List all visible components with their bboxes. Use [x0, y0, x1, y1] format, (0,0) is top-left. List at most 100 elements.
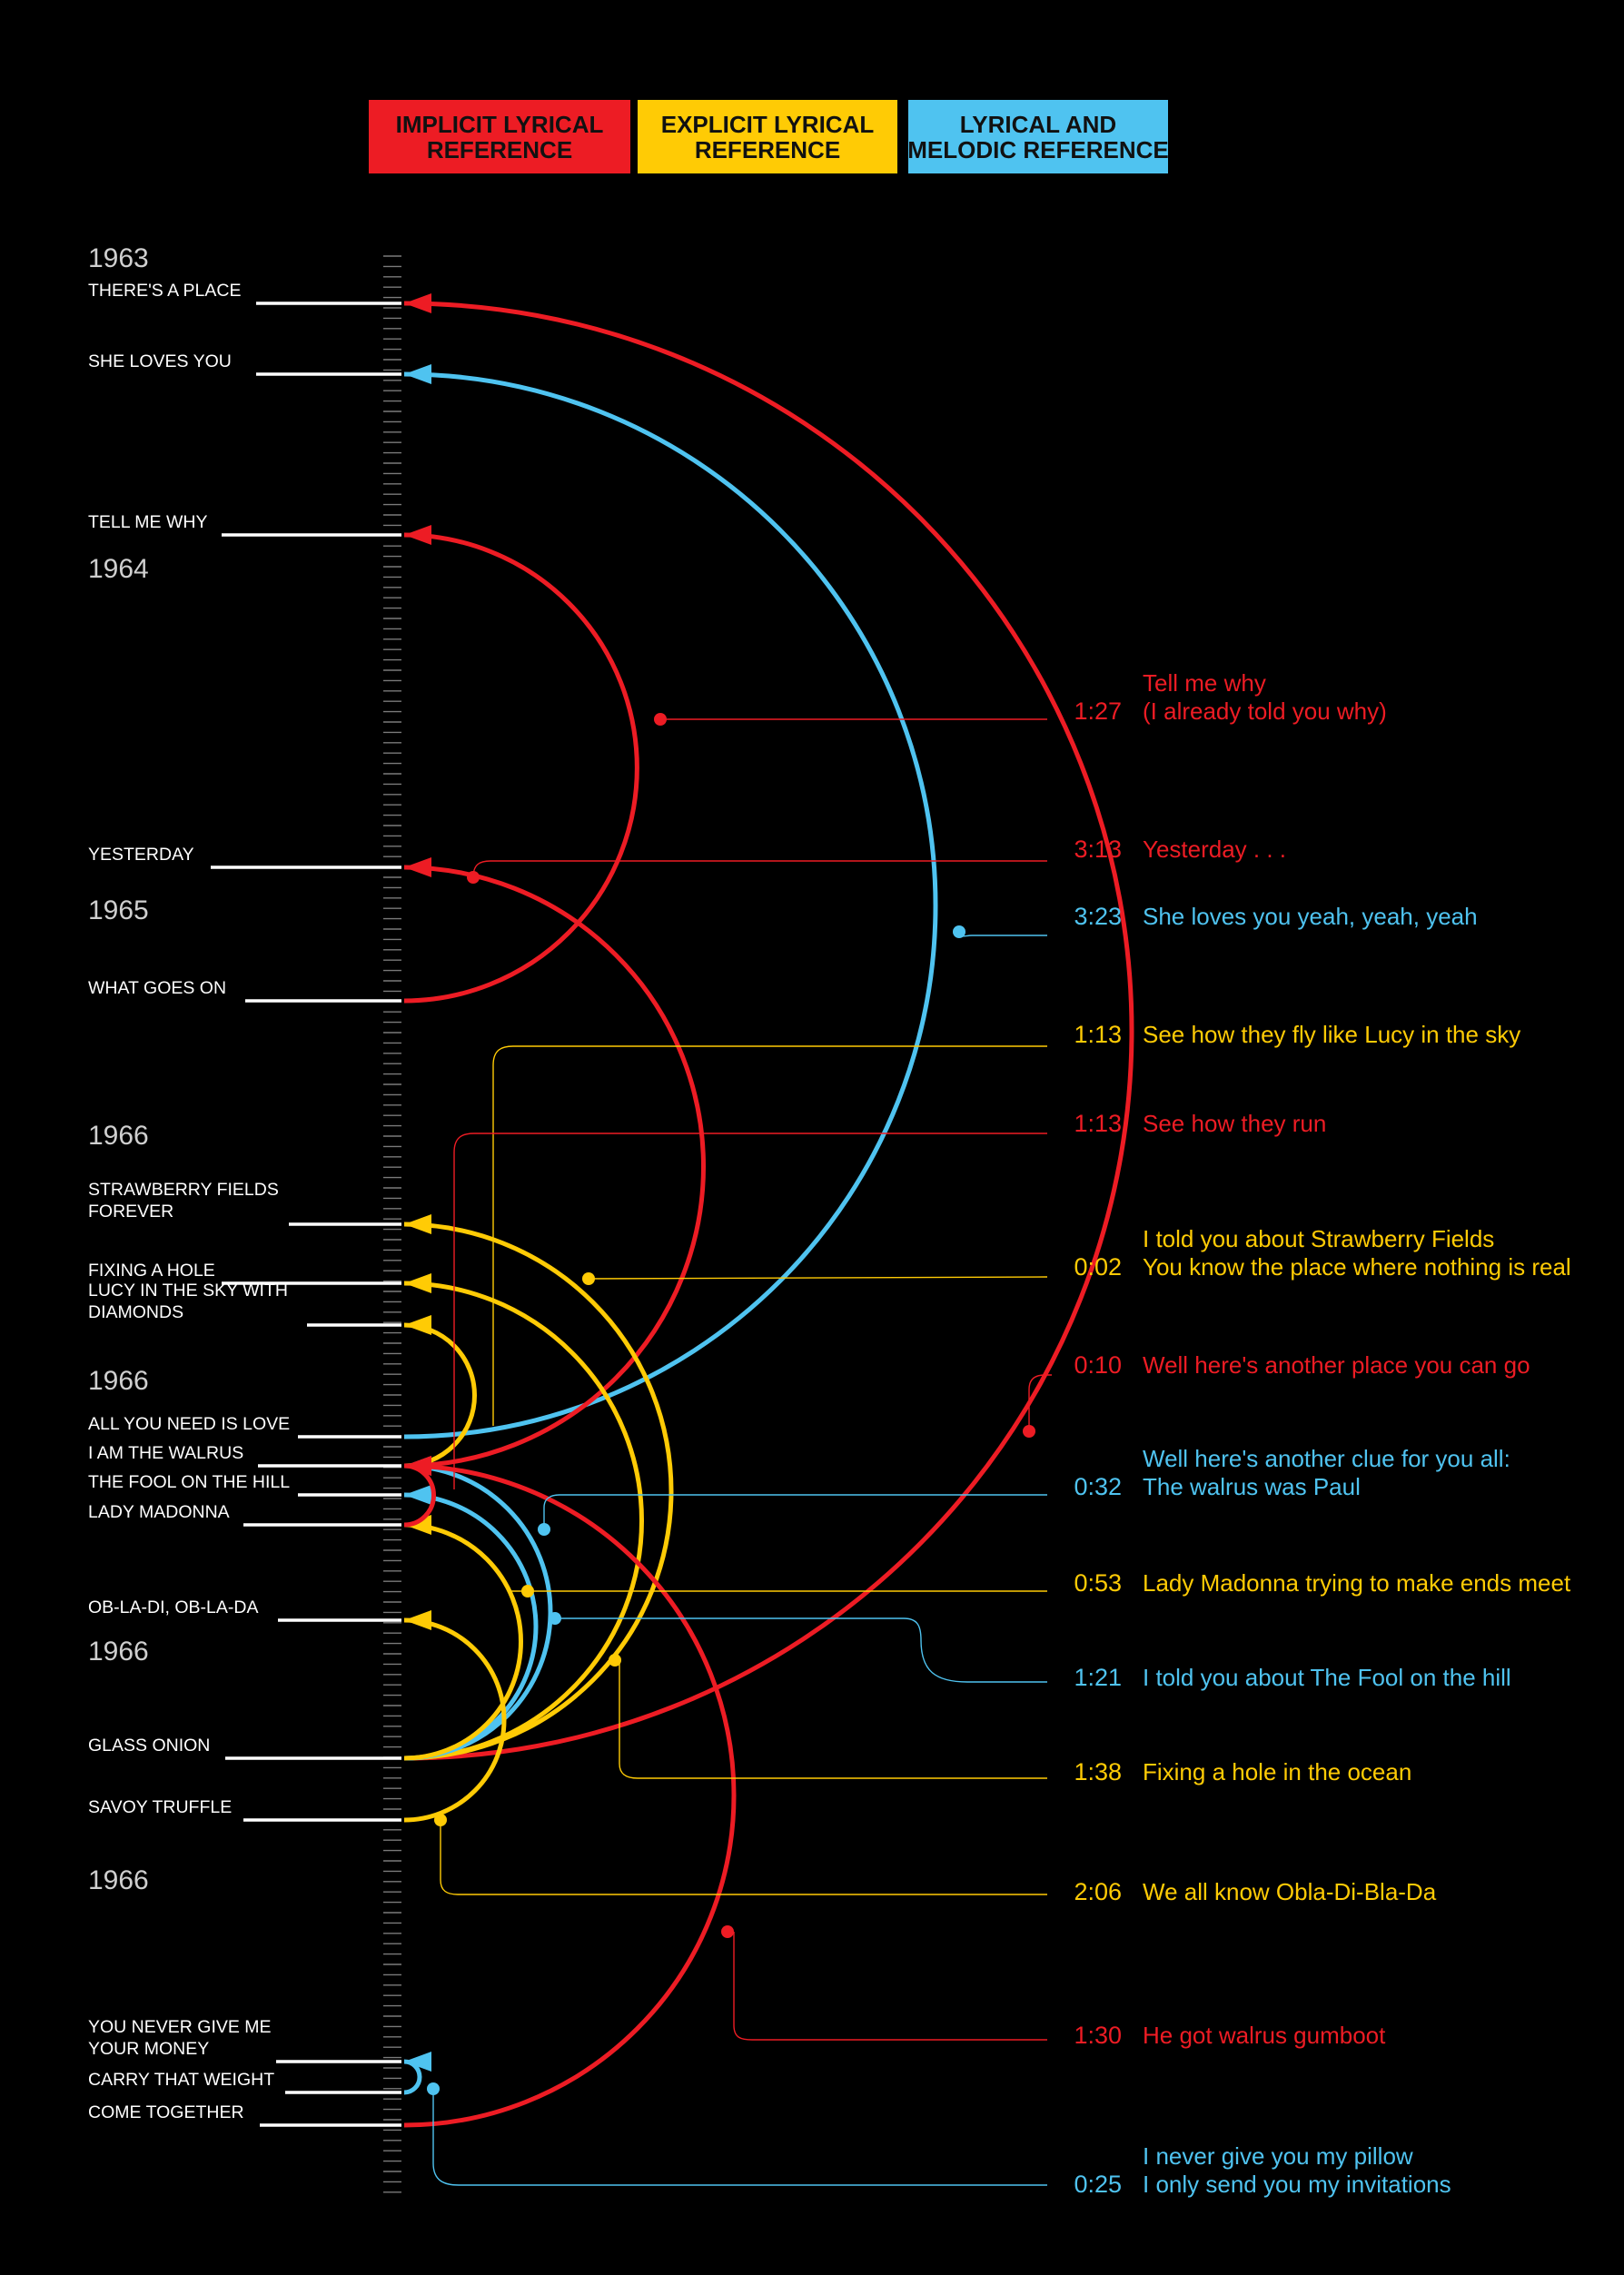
legend-label: REFERENCE — [427, 136, 572, 163]
arc-savoy-truffle-to-ob-la-di — [403, 1610, 507, 1823]
leader-she-loves-you — [953, 925, 1047, 938]
legend-label: LYRICAL AND — [960, 111, 1116, 138]
reference-leader-lines — [427, 713, 1052, 2186]
leader-line — [733, 1932, 1047, 2041]
leader-line — [472, 860, 1047, 878]
song-label: ALL YOU NEED IS LOVE — [88, 1414, 290, 1434]
song-label: I AM THE WALRUS — [88, 1443, 243, 1463]
song-label: GLASS ONION — [88, 1736, 210, 1756]
leader-line — [958, 931, 1047, 937]
arc-arrowhead — [404, 1456, 431, 1476]
song-label: OB-LA-DI, OB-LA-DA — [88, 1597, 258, 1617]
year-label: 1964 — [88, 554, 149, 584]
song-all-you-need-is-love: ALL YOU NEED IS LOVE — [88, 1414, 401, 1439]
arc-path — [403, 1463, 737, 2128]
song-label: FOREVER — [88, 1202, 173, 1222]
arc-path — [403, 1463, 553, 1761]
reference-fixing-a-hole-ref: 1:38 Fixing a hole in the ocean — [1074, 1758, 1411, 1785]
leader-lady-madonna — [509, 1585, 1047, 1597]
reference-lyric: She loves you yeah, yeah, yeah — [1143, 903, 1478, 930]
arc-path — [403, 1322, 477, 1469]
reference-timestamp: 0:02 — [1074, 1253, 1122, 1281]
reference-timestamp: 1:21 — [1074, 1664, 1122, 1691]
song-what-goes-on: WHAT GOES ON — [88, 978, 401, 1003]
song-label: SHE LOVES YOU — [88, 351, 232, 371]
arc-arrowhead — [404, 857, 431, 877]
arc-arrowhead — [404, 2052, 431, 2072]
song-labels: THERE'S A PLACE SHE LOVES YOU TELL ME WHY Y… — [88, 281, 401, 2127]
song-label: TELL ME WHY — [88, 512, 207, 532]
song-she-loves-you: SHE LOVES YOU — [88, 351, 401, 376]
leader-dot — [654, 713, 667, 726]
reference-lyric: I only send you my invitations — [1143, 2171, 1451, 2198]
leader-see-how-they-run — [453, 1133, 1047, 1489]
reference-lyric: We all know Obla-Di-Bla-Da — [1143, 1878, 1437, 1905]
reference-strawberry-ref: 0:02 I told you about Strawberry FieldsYo… — [1074, 1225, 1570, 1281]
reference-timestamp: 0:53 — [1074, 1569, 1122, 1597]
song-glass-onion: GLASS ONION — [88, 1736, 401, 1760]
song-yesterday: YESTERDAY — [88, 845, 401, 869]
leader-line — [432, 2089, 1047, 2186]
leader-line — [440, 1820, 1047, 1895]
reference-lucy-ref: 1:13 See how they fly like Lucy in the sk… — [1074, 1021, 1520, 1048]
leader-dot — [549, 1612, 561, 1625]
song-label: THERE'S A PLACE — [88, 281, 241, 301]
leader-line — [543, 1494, 1047, 1529]
arc-what-goes-on-to-tell-me-why — [403, 525, 639, 1004]
leader-pillow — [427, 2082, 1047, 2186]
reference-timestamp: 0:25 — [1074, 2171, 1122, 2198]
reference-timestamp: 1:38 — [1074, 1758, 1122, 1785]
reference-lyric: Lady Madonna trying to make ends meet — [1143, 1569, 1571, 1597]
song-label: SAVOY TRUFFLE — [88, 1797, 232, 1817]
song-label: STRAWBERRY FIELDS — [88, 1180, 279, 1200]
arc-arrowhead — [404, 1214, 431, 1234]
reference-see-how-they-run-ref: 1:13 See how they run — [1074, 1110, 1326, 1137]
reference-lyric: See how they run — [1143, 1110, 1326, 1137]
reference-yesterday-ref: 3:13 Yesterday . . . — [1074, 836, 1286, 863]
leader-dot — [721, 1925, 734, 1938]
reference-she-loves-you-ref: 3:23 She loves you yeah, yeah, yeah — [1074, 903, 1477, 930]
song-lady-madonna: LADY MADONNA — [88, 1502, 401, 1527]
reference-lyric: Fixing a hole in the ocean — [1143, 1758, 1411, 1785]
song-label: LADY MADONNA — [88, 1502, 230, 1522]
song-label: CARRY THAT WEIGHT — [88, 2070, 274, 2090]
arc-path — [403, 371, 938, 1439]
song-i-am-the-walrus: I AM THE WALRUS — [88, 1443, 401, 1468]
leader-line — [555, 1617, 1047, 1683]
year-label: 1965 — [88, 895, 149, 925]
reference-fool-ref: 1:21 I told you about The Fool on the hil… — [1074, 1664, 1510, 1691]
reference-timestamp: 1:13 — [1074, 1110, 1122, 1137]
leader-gumboot — [721, 1925, 1047, 2041]
arc-path — [403, 1522, 523, 1761]
song-label: FIXING A HOLE — [88, 1261, 215, 1281]
leader-dot — [427, 2082, 440, 2095]
year-label: 1966 — [88, 1121, 149, 1151]
leader-fool — [549, 1612, 1047, 1683]
reference-lyric: Well here's another clue for you all: — [1143, 1445, 1510, 1472]
reference-timestamp: 1:27 — [1074, 697, 1122, 725]
leader-line — [1028, 1374, 1052, 1431]
legend-label: IMPLICIT LYRICAL — [396, 111, 604, 138]
arc-arrowhead — [404, 293, 431, 313]
year-label: 1966 — [88, 1366, 149, 1396]
arc-arrowhead — [404, 1273, 431, 1293]
reference-lyric: I told you about Strawberry Fields — [1143, 1225, 1494, 1252]
leader-walrus — [538, 1494, 1047, 1536]
reference-tell-me-why-ref: 1:27 Tell me why(I already told you why) — [1074, 669, 1386, 725]
song-theres-a-place: THERE'S A PLACE — [88, 281, 401, 305]
reference-lyric: Well here's another place you can go — [1143, 1351, 1530, 1379]
arc-arrowhead — [404, 1515, 431, 1535]
year-label: 1966 — [88, 1637, 149, 1667]
reference-lyric: I told you about The Fool on the hill — [1143, 1664, 1511, 1691]
reference-lady-madonna-ref: 0:53 Lady Madonna trying to make ends mee… — [1074, 1569, 1571, 1597]
reference-timestamp: 3:23 — [1074, 903, 1122, 930]
song-label: YESTERDAY — [88, 845, 194, 865]
song-label: YOU NEVER GIVE ME — [88, 2017, 272, 2037]
legend-swatch — [369, 100, 630, 173]
leader-dot — [609, 1654, 621, 1667]
song-the-fool-on-the-hill: THE FOOL ON THE HILL — [88, 1472, 401, 1497]
reference-lyric: He got walrus gumboot — [1143, 2022, 1386, 2049]
